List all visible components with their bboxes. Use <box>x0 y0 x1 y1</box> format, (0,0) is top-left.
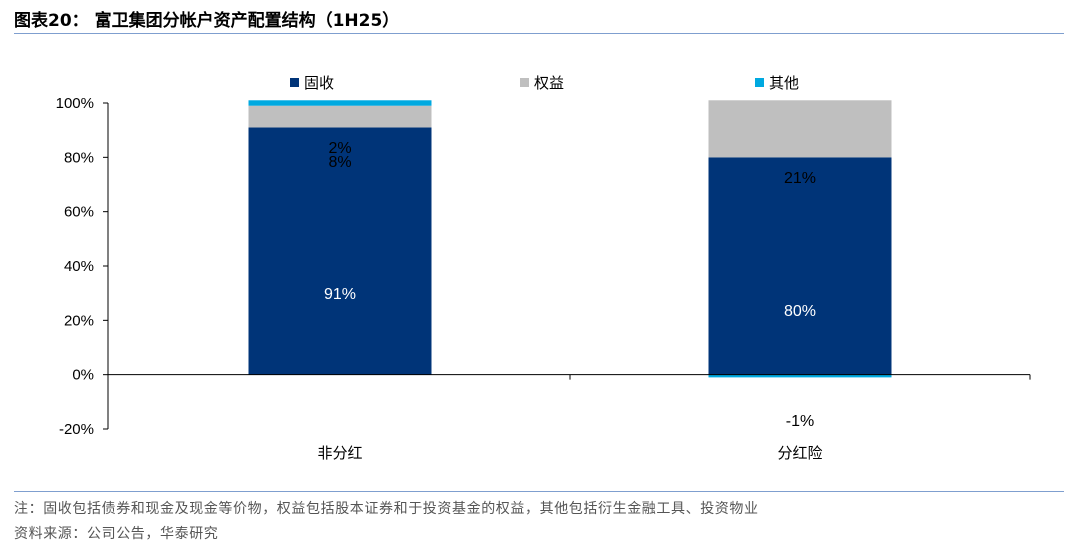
data-label-other-1: 2% <box>328 140 351 157</box>
bars <box>248 100 892 378</box>
bar-other-2 <box>708 374 892 378</box>
legend-label-fixed-income: 固收 <box>304 74 334 92</box>
chart-note: 注：固收包括债券和现金及现金等价物，权益包括股本证券和于投资基金的权益，其他包括… <box>14 501 759 517</box>
bar-fixed-income-2 <box>708 157 892 375</box>
y-tick-label: 0% <box>72 367 94 384</box>
figure-title: 图表20： 富卫集团分帐户资产配置结构（1H25） <box>14 11 400 31</box>
legend: 固收 权益 其他 <box>290 74 799 92</box>
stacked-bar-chart: 固收 权益 其他 -20% 0% 20% 40% 60% 80% 100% 非分红 分红险 91% 8… <box>56 74 1031 462</box>
data-label-fixed-income-1: 91% <box>324 286 356 303</box>
data-label-equity-2: 21% <box>784 170 816 187</box>
y-tick-label: 20% <box>64 312 94 329</box>
y-tick-label: 40% <box>64 258 94 275</box>
y-tick-label: 80% <box>64 149 94 166</box>
data-label-fixed-income-2: 80% <box>784 303 816 320</box>
legend-swatch-equity <box>520 78 529 87</box>
bar-equity-2 <box>708 100 892 158</box>
footer-rule <box>14 491 1064 492</box>
y-tick-label: 60% <box>64 204 94 221</box>
legend-swatch-other <box>755 78 764 87</box>
category-label-1: 非分红 <box>317 444 362 462</box>
title-rule <box>14 33 1064 34</box>
y-tick-label: -20% <box>59 421 94 438</box>
bar-other-1 <box>248 100 432 106</box>
y-tick-label: 100% <box>56 95 94 112</box>
category-label-2: 分红险 <box>777 444 822 462</box>
data-label-other-2: -1% <box>786 413 814 430</box>
data-label-equity-1: 8% <box>328 154 351 171</box>
axes: -20% 0% 20% 40% 60% 80% 100% 非分红 分红险 <box>56 95 1031 462</box>
bar-equity-1 <box>248 105 432 128</box>
legend-label-other: 其他 <box>769 74 799 92</box>
legend-swatch-fixed-income <box>290 78 299 87</box>
bar-fixed-income-1 <box>248 127 432 375</box>
legend-label-equity: 权益 <box>534 74 564 92</box>
data-labels: 91% 8%2% 80% 21% -1% <box>324 140 816 430</box>
chart-source: 资料来源：公司公告，华泰研究 <box>14 526 219 542</box>
